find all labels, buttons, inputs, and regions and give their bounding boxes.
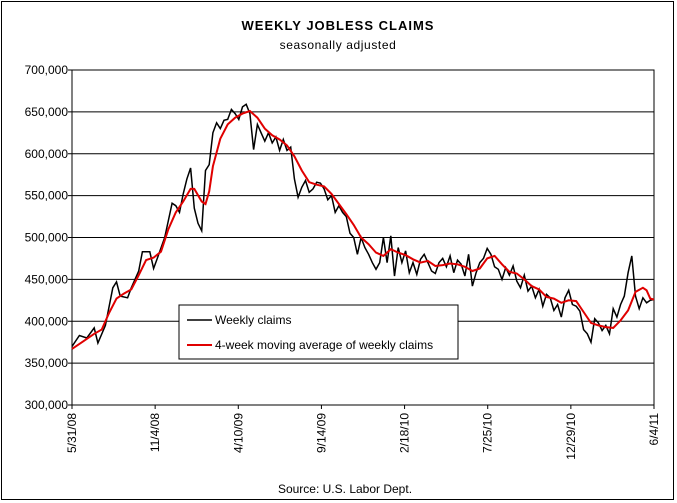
x-tick-label: 12/29/10 bbox=[564, 413, 578, 460]
x-tick-label: 9/14/09 bbox=[314, 413, 328, 453]
series-moving-average-line bbox=[71, 109, 655, 350]
y-tick-label: 350,000 bbox=[25, 356, 69, 370]
series-weekly-claims-line bbox=[71, 103, 655, 347]
legend-average-label: 4-week moving average of weekly claims bbox=[215, 338, 433, 352]
x-tick-label: 6/4/11 bbox=[647, 413, 661, 446]
x-tick-label: 2/18/10 bbox=[398, 413, 412, 453]
y-axis-ticks: 300,000 350,000 400,000 450,000 500,000 550,0… bbox=[25, 63, 72, 412]
y-tick-label: 650,000 bbox=[25, 105, 69, 119]
chart-title: WEEKLY JOBLESS CLAIMS bbox=[242, 18, 435, 33]
x-tick-label: 5/31/08 bbox=[65, 413, 79, 453]
y-tick-label: 450,000 bbox=[25, 272, 69, 286]
y-tick-label: 700,000 bbox=[25, 63, 69, 77]
x-axis-ticks: 5/31/08 11/4/08 4/10/09 9/14/09 2/18/10 7/25/… bbox=[65, 405, 661, 460]
plot-area bbox=[71, 69, 655, 406]
source-note: Source: U.S. Labor Dept. bbox=[278, 482, 412, 496]
x-tick-label: 11/4/08 bbox=[148, 413, 162, 452]
legend-box bbox=[178, 304, 459, 360]
y-tick-label: 500,000 bbox=[25, 231, 69, 245]
y-tick-label: 300,000 bbox=[25, 398, 69, 412]
x-tick-label: 4/10/09 bbox=[231, 413, 245, 453]
y-tick-label: 550,000 bbox=[25, 189, 69, 203]
legend: Weekly claims 4-week moving average of w… bbox=[178, 304, 459, 360]
y-tick-label: 400,000 bbox=[25, 314, 69, 328]
legend-weekly-label: Weekly claims bbox=[215, 313, 291, 327]
x-tick-label: 7/25/10 bbox=[481, 413, 495, 453]
chart-subtitle: seasonally adjusted bbox=[280, 38, 397, 52]
y-tick-label: 600,000 bbox=[25, 147, 69, 161]
